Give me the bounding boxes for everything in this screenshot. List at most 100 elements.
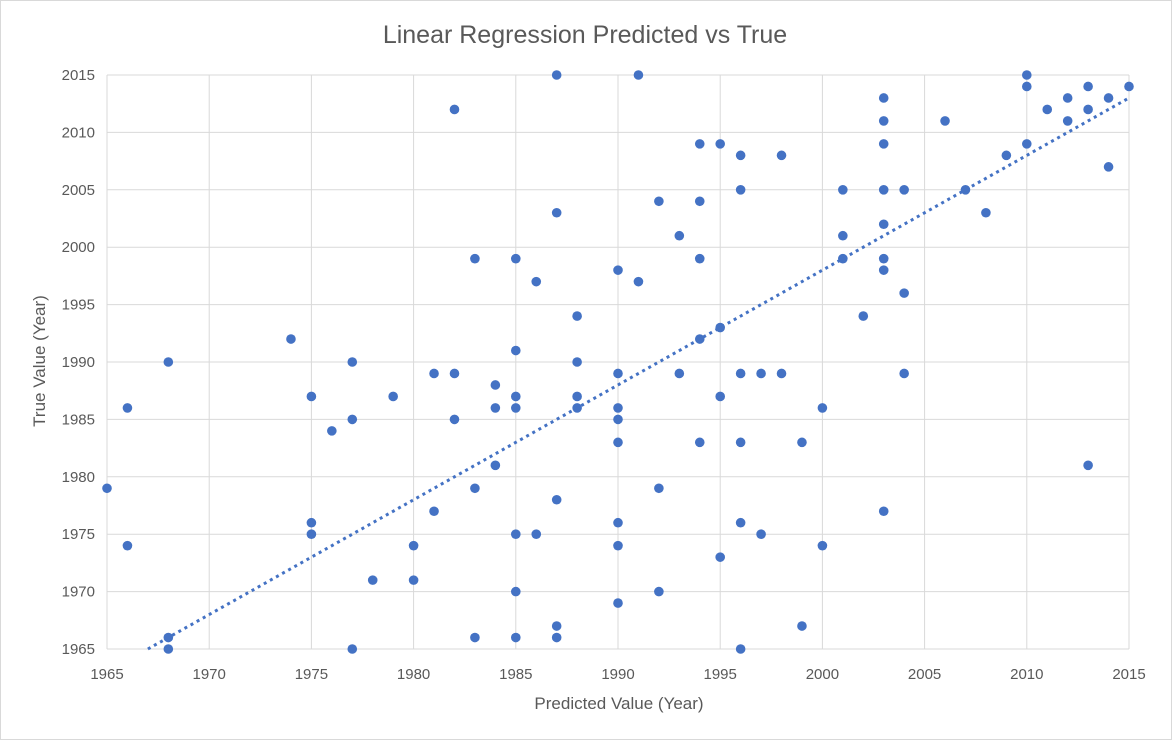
- data-point: [306, 529, 317, 539]
- data-point: [694, 139, 705, 149]
- data-point: [490, 460, 501, 471]
- data-point: [756, 368, 766, 379]
- data-point: [1022, 70, 1032, 80]
- data-point: [878, 116, 889, 126]
- data-point: [735, 437, 746, 448]
- data-point: [878, 506, 889, 517]
- data-point: [715, 139, 725, 149]
- data-point: [981, 207, 991, 218]
- data-point: [817, 403, 828, 413]
- data-point: [633, 70, 644, 80]
- data-point: [756, 529, 766, 539]
- data-point: [1042, 104, 1053, 115]
- data-point: [715, 322, 725, 333]
- data-point: [367, 575, 378, 585]
- x-tick-label: 2015: [1112, 666, 1145, 683]
- data-point: [306, 391, 317, 402]
- data-point: [735, 517, 746, 528]
- data-point: [163, 644, 174, 654]
- data-point: [940, 116, 950, 126]
- y-tick-label: 2015: [62, 67, 95, 84]
- data-point: [429, 368, 439, 379]
- data-point: [1022, 139, 1032, 149]
- data-point: [551, 70, 562, 80]
- data-point: [306, 517, 317, 528]
- tick-labels: 1965 1970 1975 1980 1985 1990 1995 2000 2005 2010…: [62, 67, 1146, 683]
- x-tick-label: 1975: [295, 666, 328, 683]
- data-point: [878, 93, 889, 103]
- data-point: [511, 529, 521, 539]
- data-point: [654, 586, 664, 597]
- data-point: [878, 219, 889, 230]
- data-points: [102, 70, 1134, 654]
- y-tick-label: 1985: [62, 411, 95, 428]
- data-point: [899, 185, 909, 195]
- data-point: [776, 150, 787, 161]
- data-point: [408, 540, 419, 551]
- data-point: [613, 403, 623, 413]
- data-point: [735, 368, 746, 379]
- data-point: [102, 483, 112, 494]
- data-point: [163, 632, 174, 643]
- data-point: [613, 368, 623, 379]
- data-point: [613, 265, 623, 275]
- data-point: [286, 334, 296, 344]
- data-point: [1083, 460, 1093, 471]
- data-point: [613, 540, 623, 551]
- data-point: [572, 391, 582, 402]
- data-point: [838, 253, 848, 264]
- data-point: [511, 345, 521, 356]
- data-point: [122, 540, 133, 551]
- data-point: [735, 644, 746, 654]
- data-point: [1022, 81, 1032, 92]
- data-point: [878, 139, 889, 149]
- data-point: [899, 368, 909, 379]
- data-point: [674, 368, 685, 379]
- data-point: [1083, 81, 1093, 92]
- data-point: [551, 494, 562, 505]
- data-point: [776, 368, 787, 379]
- x-axis-label: Predicted Value (Year): [534, 694, 703, 713]
- y-tick-label: 1990: [62, 354, 95, 371]
- y-tick-label: 1995: [62, 297, 95, 314]
- data-point: [613, 437, 623, 448]
- y-tick-label: 1980: [62, 469, 95, 486]
- y-tick-label: 2005: [62, 182, 95, 199]
- data-point: [449, 104, 460, 115]
- data-point: [551, 632, 562, 643]
- data-point: [122, 403, 133, 413]
- data-point: [572, 403, 582, 413]
- data-point: [674, 230, 685, 241]
- y-tick-label: 1970: [62, 584, 95, 601]
- data-point: [715, 391, 725, 402]
- data-point: [490, 380, 501, 390]
- y-tick-label: 1975: [62, 526, 95, 543]
- data-point: [735, 185, 746, 195]
- data-point: [838, 230, 848, 241]
- chart-title: Linear Regression Predicted vs True: [383, 21, 787, 49]
- data-point: [1062, 116, 1073, 126]
- data-point: [449, 368, 460, 379]
- y-tick-label: 2000: [62, 239, 95, 256]
- data-point: [490, 403, 501, 413]
- data-point: [878, 185, 889, 195]
- data-point: [694, 437, 705, 448]
- data-point: [735, 150, 746, 161]
- data-point: [327, 426, 337, 436]
- data-point: [511, 632, 521, 643]
- x-tick-label: 1980: [397, 666, 430, 683]
- x-tick-label: 1995: [704, 666, 737, 683]
- data-point: [531, 276, 542, 287]
- data-point: [694, 253, 705, 264]
- data-point: [694, 196, 705, 207]
- data-point: [408, 575, 419, 585]
- data-point: [470, 253, 480, 264]
- data-point: [572, 357, 582, 367]
- data-point: [388, 391, 398, 402]
- x-tick-label: 2000: [806, 666, 839, 683]
- data-point: [613, 517, 623, 528]
- data-point: [347, 644, 358, 654]
- data-point: [1083, 104, 1093, 115]
